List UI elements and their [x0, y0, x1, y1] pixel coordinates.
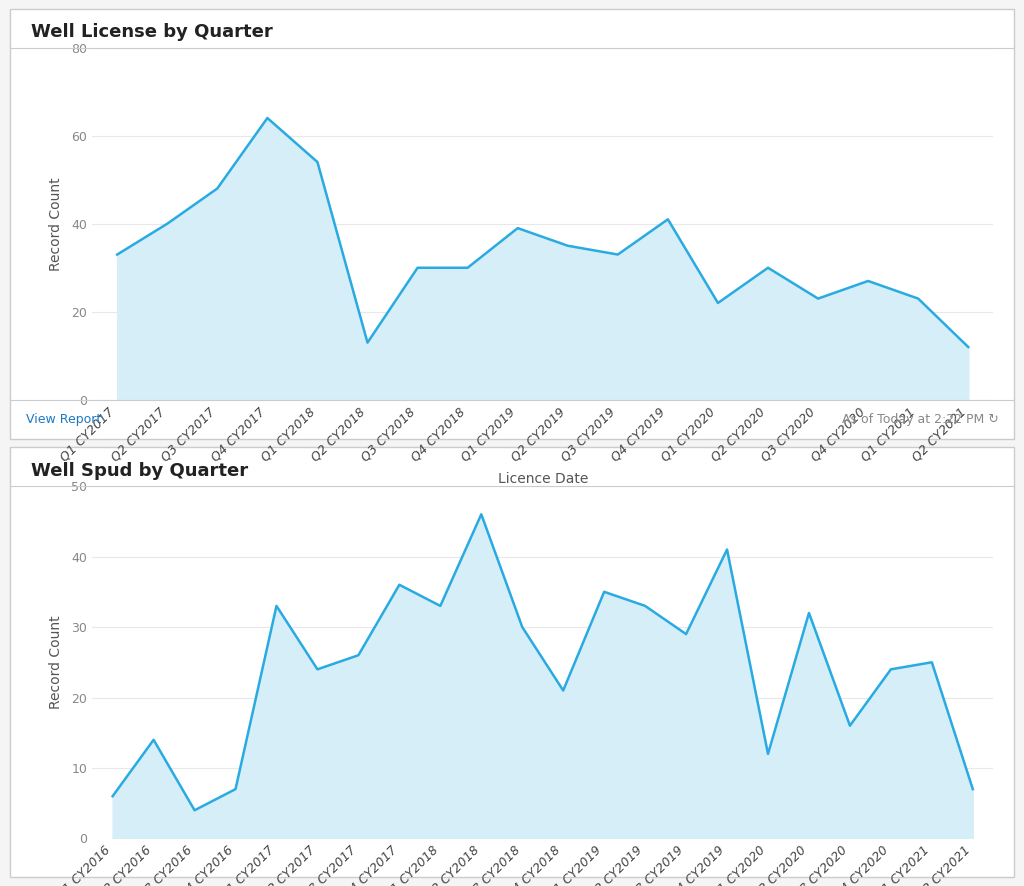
X-axis label: Licence Date: Licence Date — [498, 472, 588, 486]
Text: View Report: View Report — [26, 413, 100, 426]
Text: Well License by Quarter: Well License by Quarter — [31, 23, 272, 41]
Text: As of Today at 2:22 PM ↻: As of Today at 2:22 PM ↻ — [842, 413, 998, 426]
Y-axis label: Record Count: Record Count — [49, 177, 62, 270]
Y-axis label: Record Count: Record Count — [49, 616, 62, 709]
Text: Well Spud by Quarter: Well Spud by Quarter — [31, 462, 248, 479]
